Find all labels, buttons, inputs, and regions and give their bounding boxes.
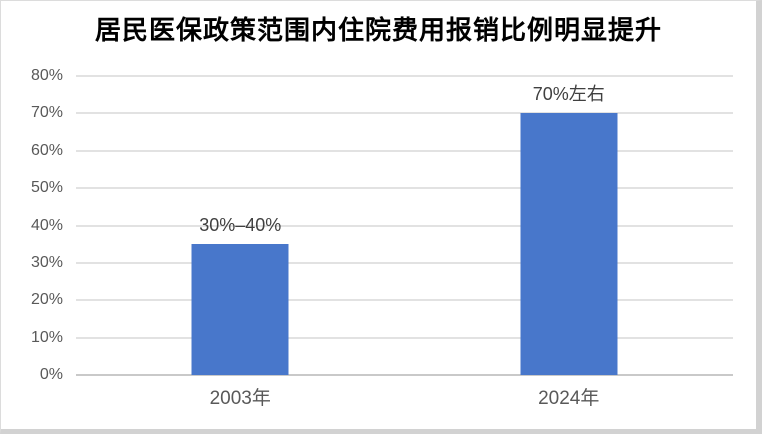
y-tick-label: 80%	[30, 67, 63, 84]
x-tick-label: 2003年	[209, 388, 271, 409]
plot-area: 30%–40% 70%左右	[76, 75, 733, 376]
y-tick-label: 40%	[30, 216, 63, 234]
bar-2003年	[191, 244, 289, 375]
gridline	[76, 224, 733, 227]
x-tick-label: 2024年	[538, 388, 600, 409]
y-tick-label: 60%	[30, 141, 63, 159]
y-tick-label: 50%	[30, 179, 63, 197]
y-tick-label: 10%	[30, 328, 63, 346]
y-tick-label: 0%	[39, 366, 63, 383]
x-axis-line	[76, 374, 733, 376]
gridline	[76, 75, 733, 77]
bar-2024年	[520, 113, 618, 375]
gridline	[76, 112, 733, 115]
bar-data-label: 70%左右	[532, 84, 605, 105]
y-tick-label: 30%	[30, 253, 63, 271]
gridline	[76, 261, 733, 264]
gridline	[76, 149, 733, 152]
x-axis: 2003年 2024年	[76, 385, 733, 413]
bar-data-label: 30%–40%	[199, 215, 282, 236]
y-tick-label: 70%	[30, 104, 63, 122]
y-tick-label: 20%	[30, 291, 63, 309]
gridline	[76, 187, 733, 190]
chart-title: 居民医保政策范围内住院费用报销比例明显提升	[94, 15, 662, 45]
gridline	[76, 299, 733, 302]
y-axis: 0% 10% 20% 30% 40% 50% 60% 70% 80%	[1, 68, 63, 383]
gridline	[76, 336, 733, 339]
